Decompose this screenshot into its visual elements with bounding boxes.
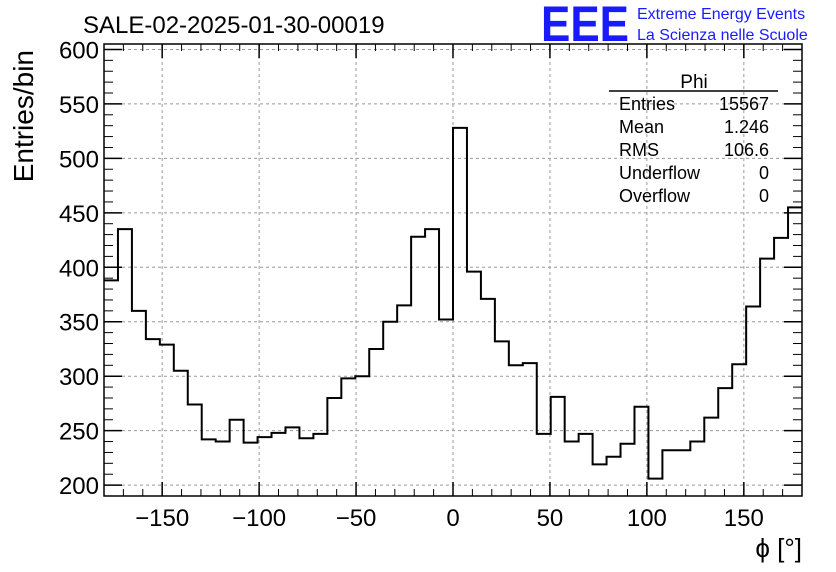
y-tick-label: 200: [59, 473, 99, 500]
y-tick-label: 250: [59, 419, 99, 446]
stats-title: Phi: [680, 72, 707, 93]
logo-line-2: La Scienza nelle Scuole: [637, 27, 808, 44]
stats-label: RMS: [619, 140, 659, 160]
x-tick-label: 50: [537, 505, 564, 532]
stats-value: 15567: [719, 94, 769, 114]
stats-value: 1.246: [724, 117, 769, 137]
axis-ticks: [103, 44, 803, 497]
stats-box: Phi Entries 15567 Mean 1.246 RMS 106.6 Underfl…: [609, 72, 778, 206]
stats-value: 0: [759, 186, 769, 206]
y-tick-label: 400: [59, 255, 99, 282]
stats-value: 106.6: [724, 140, 769, 160]
stats-value: 0: [759, 163, 769, 183]
y-tick-label: 600: [59, 37, 99, 64]
stats-label: Entries: [619, 94, 675, 114]
y-axis-label: Entries/bin: [8, 50, 39, 182]
histogram-line: [104, 126, 802, 480]
x-tick-label: −150: [135, 505, 189, 532]
stats-label: Mean: [619, 117, 664, 137]
y-tick-label: 450: [59, 201, 99, 228]
stats-rows: Entries 15567 Mean 1.246 RMS 106.6 Underflow 0 O…: [619, 94, 769, 206]
eee-logo: EEE Extreme Energy Events La Scienza nel…: [541, 0, 808, 52]
axis-tick-labels: −150 −100 −50 0 50 100 150 200 250 300 350 400 450 50…: [59, 37, 764, 532]
chart-title: SALE-02-2025-01-30-00019: [83, 12, 385, 39]
y-tick-label: 550: [59, 92, 99, 119]
x-axis-label: ϕ [°]: [755, 533, 802, 563]
x-tick-label: 100: [627, 505, 667, 532]
x-tick-label: −100: [232, 505, 286, 532]
eee-logo-text: EEE: [541, 0, 629, 52]
stats-label: Underflow: [619, 163, 701, 183]
x-tick-label: 0: [446, 505, 459, 532]
logo-line-1: Extreme Energy Events: [637, 6, 805, 23]
stats-label: Overflow: [619, 186, 691, 206]
y-tick-label: 500: [59, 146, 99, 173]
x-tick-label: −50: [336, 505, 377, 532]
y-tick-label: 350: [59, 310, 99, 337]
y-tick-label: 300: [59, 364, 99, 391]
x-tick-label: 150: [724, 505, 764, 532]
